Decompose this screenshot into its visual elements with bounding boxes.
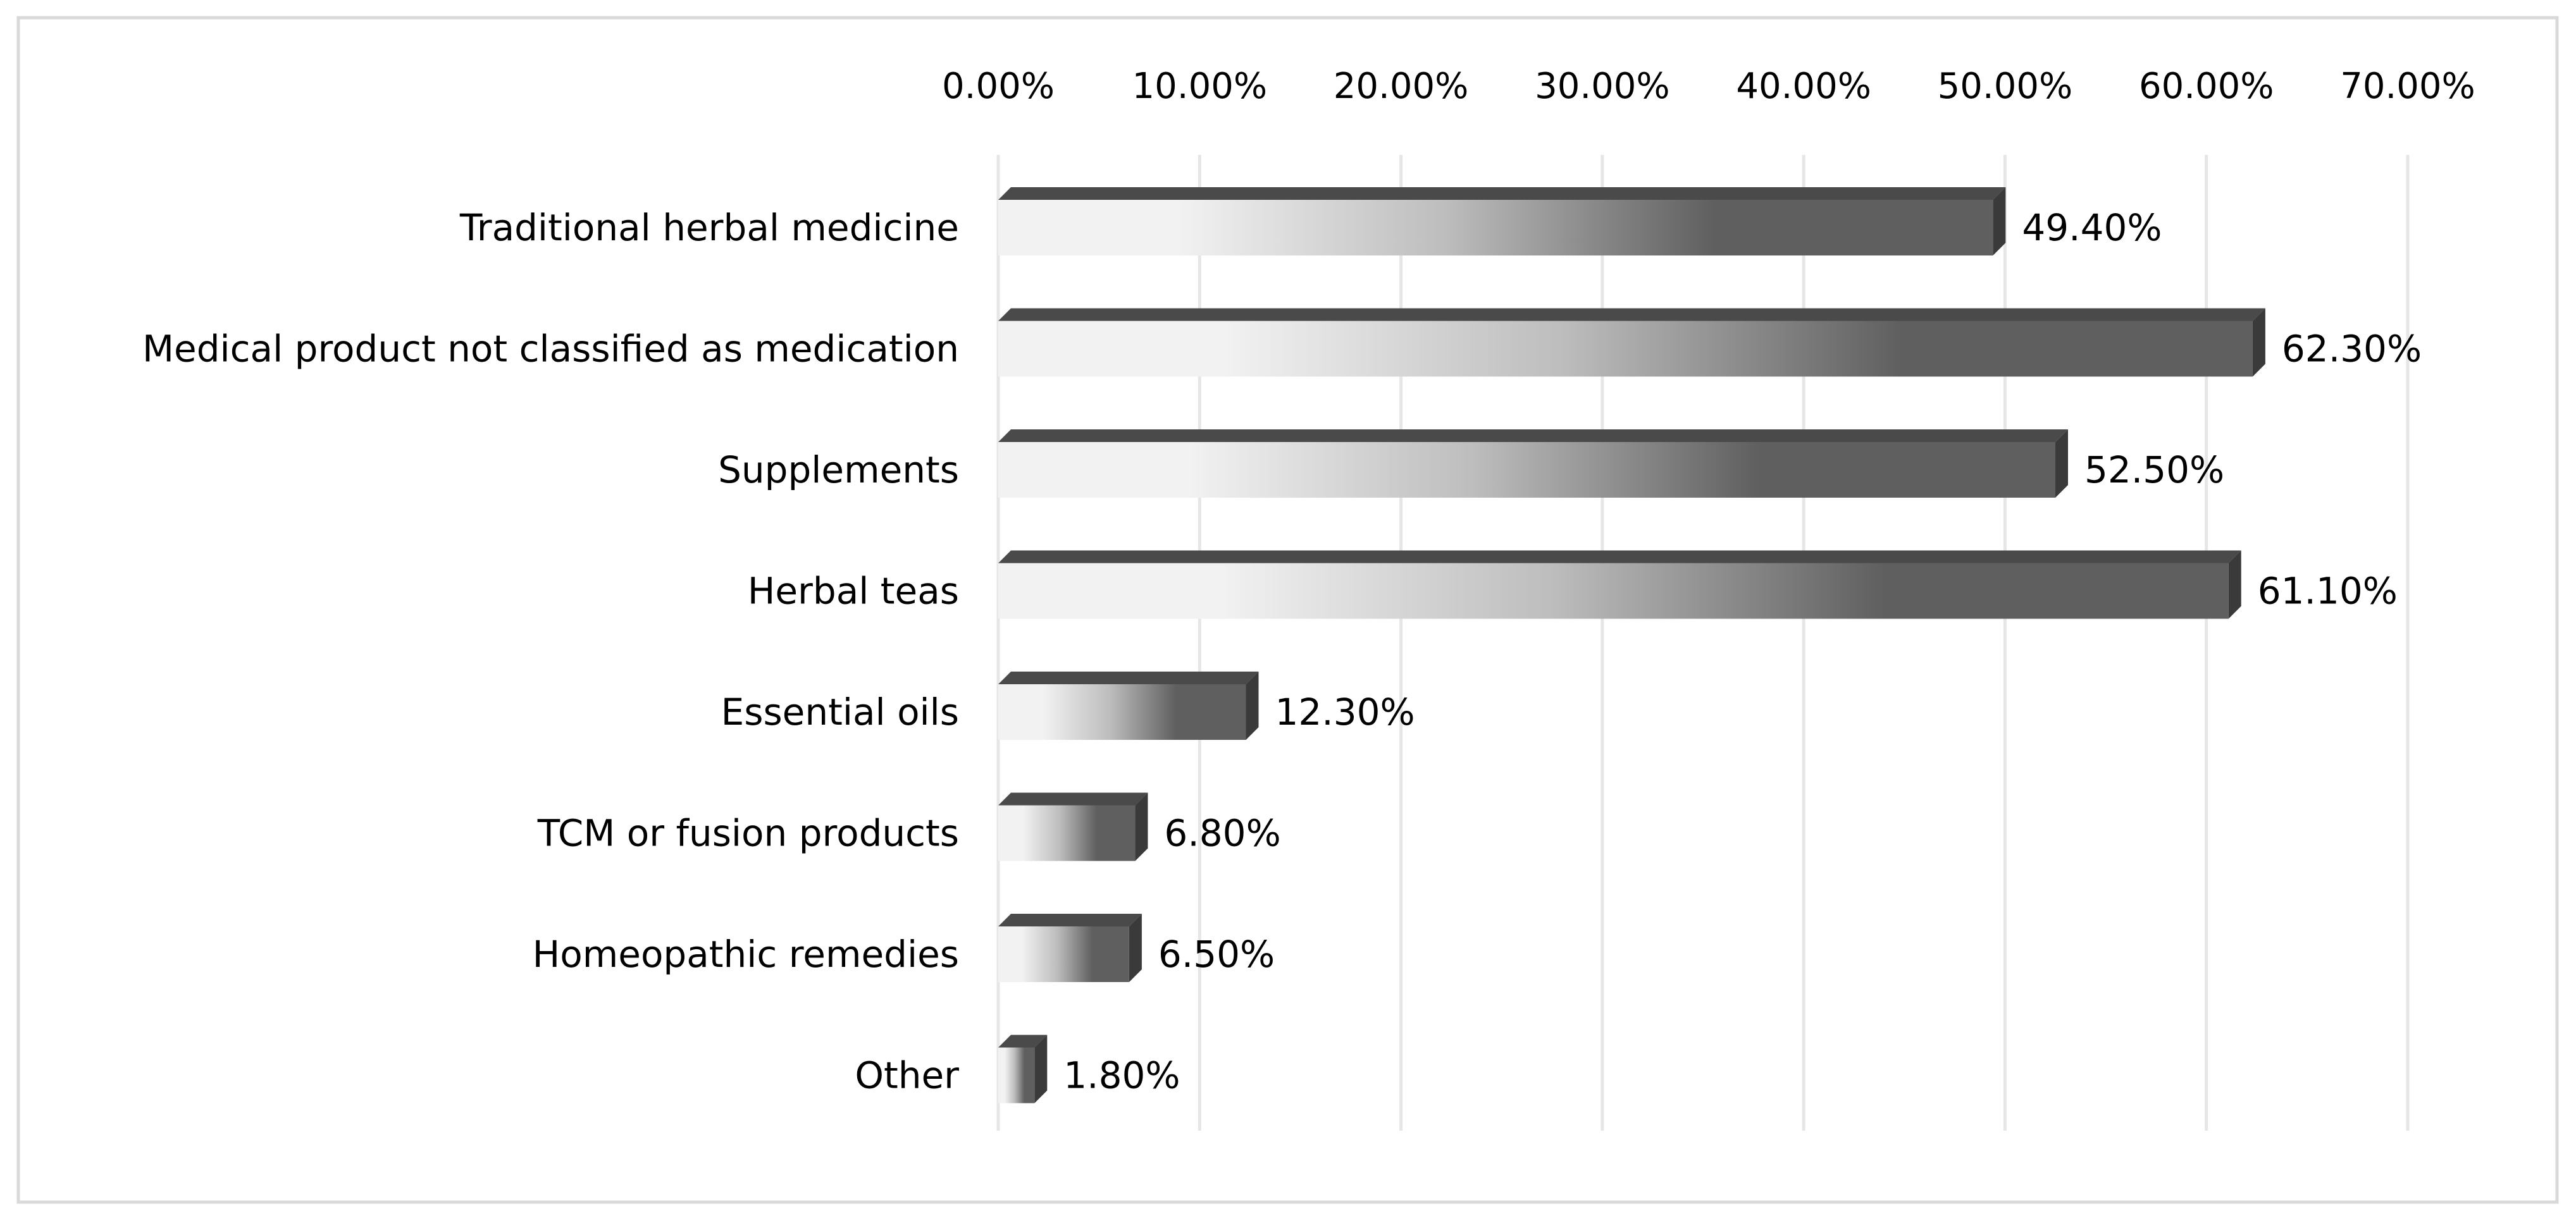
category-label: Essential oils [721, 691, 959, 734]
bar-top-face [998, 550, 2241, 563]
bar [998, 429, 2068, 498]
x-tick-label: 30.00% [1535, 66, 1670, 107]
data-label: 6.80% [1164, 812, 1280, 855]
bar-front-face [998, 1047, 1035, 1103]
bar-side-face [1129, 914, 1142, 982]
x-tick-label: 20.00% [1334, 66, 1469, 107]
bar-front-face [998, 684, 1246, 740]
bar [998, 1035, 1048, 1103]
bars [998, 187, 2265, 1103]
bar-side-face [1993, 187, 2006, 255]
category-label: Homeopathic remedies [533, 933, 959, 976]
x-tick-label: 40.00% [1736, 66, 1871, 107]
bar [998, 792, 1148, 861]
bar-side-face [1034, 1035, 1048, 1103]
category-label: Medical product not classified as medica… [142, 328, 959, 371]
bar-front-face [998, 563, 2229, 619]
bar-side-face [1135, 792, 1148, 861]
x-tick-label: 10.00% [1132, 66, 1268, 107]
x-tick-label: 50.00% [1938, 66, 2073, 107]
data-label: 1.80% [1063, 1054, 1180, 1097]
bar-side-face [1246, 672, 1259, 740]
data-label: 6.50% [1158, 933, 1275, 976]
x-tick-label: 0.00% [942, 66, 1055, 107]
data-label: 12.30% [1275, 691, 1415, 734]
bar-top-face [998, 672, 1259, 684]
bar [998, 187, 2006, 255]
bar [998, 550, 2241, 619]
bar-front-face [998, 442, 2055, 498]
bar-front-face [998, 926, 1129, 982]
bar-front-face [998, 805, 1136, 861]
data-label: 49.40% [2022, 206, 2162, 249]
bar [998, 914, 1142, 982]
data-label: 61.10% [2258, 570, 2398, 613]
bar-side-face [2055, 429, 2068, 498]
category-label: Herbal teas [748, 570, 959, 613]
bar-side-face [2228, 550, 2241, 619]
category-label: Traditional herbal medicine [459, 206, 959, 249]
x-tick-label: 60.00% [2139, 66, 2274, 107]
category-labels: Traditional herbal medicine Medical produ… [142, 206, 959, 1097]
bar-top-face [998, 792, 1148, 806]
x-tick-label: 70.00% [2340, 66, 2475, 107]
x-axis-tick-labels: 0.00% 10.00% 20.00% 30.00% 40.00% 50.00% 60.00… [942, 66, 2475, 107]
bar-side-face [2252, 308, 2265, 377]
bar-front-face [998, 200, 1993, 255]
bar-top-face [998, 914, 1142, 926]
bar-front-face [998, 321, 2253, 377]
bar-top-face [998, 308, 2265, 321]
bar-top-face [998, 1035, 1048, 1048]
category-label: Supplements [718, 448, 959, 491]
bar [998, 672, 1259, 740]
category-label: Other [855, 1054, 959, 1097]
bar [998, 308, 2265, 377]
bar-top-face [998, 187, 2006, 200]
category-label: TCM or fusion products [537, 812, 959, 855]
data-label: 62.30% [2282, 328, 2422, 371]
data-label: 52.50% [2084, 448, 2224, 491]
bar-top-face [998, 429, 2068, 442]
data-labels: 49.40% 62.30% 52.50% 61.10% 12.30% 6.80% 6.50%… [1063, 206, 2422, 1097]
